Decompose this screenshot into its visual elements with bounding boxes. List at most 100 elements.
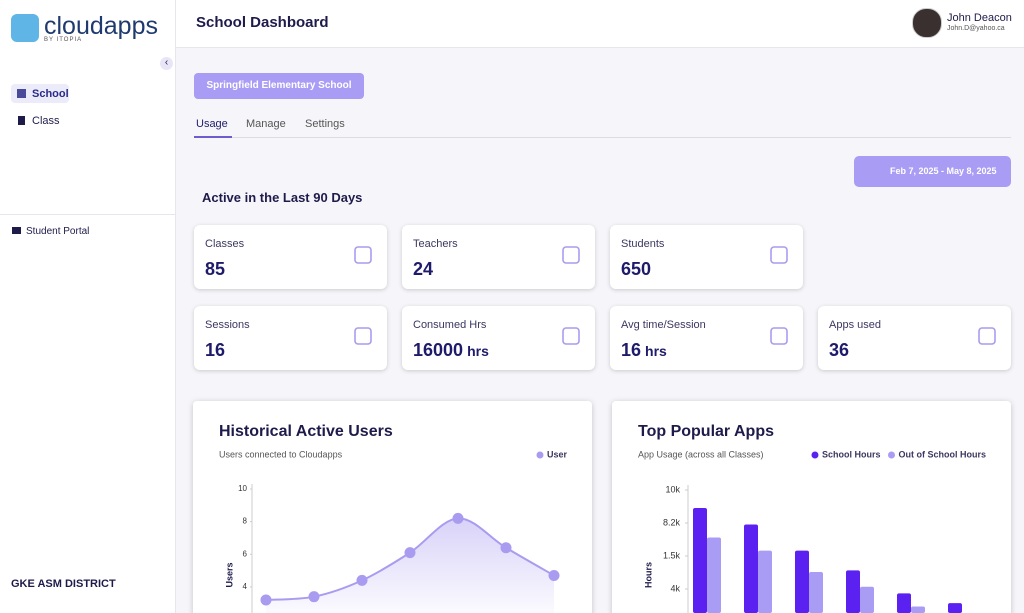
area (266, 518, 554, 613)
bar (744, 524, 758, 613)
stat-value: 16000 hrs (413, 340, 489, 360)
tab-underline (194, 136, 232, 138)
stat-value: 650 (621, 259, 652, 279)
class-icon (18, 116, 25, 125)
y-axis-label: Users (224, 562, 234, 587)
legend-label: Out of School Hours (899, 449, 987, 459)
y-tick-label: 6 (243, 549, 248, 558)
point (308, 591, 320, 603)
chart-subtitle: App Usage (across all Classes) (638, 449, 764, 459)
stat-value: 16 hrs (621, 340, 667, 360)
stat-icon (978, 327, 996, 345)
bar (758, 550, 772, 613)
chart-title: Top Popular Apps (638, 423, 774, 440)
sidebar: cloudapps BY ITOPIA ‹ School Class Stude… (0, 0, 176, 613)
stat-card: Consumed Hrs 16000 hrs (402, 306, 595, 370)
legend-label: User (547, 449, 568, 459)
y-tick-label: 10 (238, 484, 247, 493)
bar (846, 570, 860, 613)
stat-card: Classes 85 (194, 225, 387, 289)
y-tick-label: 8.2k (663, 517, 681, 527)
district-selector[interactable]: GKE ASM DISTRICT (11, 578, 116, 590)
logo-icon (11, 14, 39, 42)
collapse-button[interactable]: ‹ (160, 57, 173, 70)
stat-label: Consumed Hrs (413, 319, 487, 331)
y-tick-label: 4 (243, 582, 248, 591)
portal-icon (12, 227, 21, 234)
stat-icon (354, 246, 372, 264)
stat-label: Avg time/Session (621, 319, 706, 331)
school-name: Springfield Elementary School (206, 80, 352, 91)
stat-card: Sessions 16 (194, 306, 387, 370)
point (260, 594, 272, 606)
page-title: School Dashboard (196, 14, 329, 31)
stat-value: 85 (205, 259, 226, 279)
point (548, 569, 560, 581)
bar (911, 606, 925, 613)
brand-tagline: BY ITOPIA (44, 37, 83, 43)
stat-value: 36 (829, 340, 850, 360)
y-axis-label: Hours (643, 562, 653, 588)
bar (860, 586, 874, 613)
y-tick-label: 1.5k (663, 550, 681, 560)
avatar[interactable] (912, 8, 942, 38)
header: School Dashboard John Deacon John.D@yaho… (176, 0, 1024, 48)
legend-marker (811, 451, 819, 459)
date-range: Feb 7, 2025 - May 8, 2025 (890, 166, 997, 176)
chart-subtitle: Users connected to Cloudapps (219, 449, 343, 459)
stat-label: Sessions (205, 319, 250, 331)
stat-card: Teachers 24 (402, 225, 595, 289)
school-button[interactable]: Springfield Elementary School (194, 73, 364, 99)
user-email: John.D@yahoo.ca (947, 25, 1005, 32)
bar (795, 550, 809, 613)
point (404, 547, 416, 559)
bar (897, 593, 911, 613)
nav-item[interactable]: School (32, 88, 69, 100)
bar (948, 603, 962, 613)
point (500, 542, 512, 554)
stat-unit: hrs (645, 343, 667, 359)
section-title: Active in the Last 90 Days (202, 190, 363, 205)
stat-label: Students (621, 238, 665, 250)
y-tick-label: 10k (665, 484, 680, 494)
divider (0, 214, 175, 215)
date-range-button[interactable]: Feb 7, 2025 - May 8, 2025 (854, 156, 1011, 187)
legend-marker (536, 451, 544, 459)
point (452, 512, 464, 524)
stat-label: Apps used (829, 319, 881, 331)
school-icon (17, 89, 26, 98)
stat-icon (562, 327, 580, 345)
legend-marker (888, 451, 895, 459)
nav-item[interactable]: Class (32, 115, 60, 127)
stat-unit: hrs (467, 343, 489, 359)
stat-card: Apps used 36 (818, 306, 1011, 370)
bar (693, 508, 707, 613)
tabs-divider (194, 137, 1011, 138)
stat-label: Classes (205, 238, 245, 250)
y-tick-label: 8 (243, 517, 248, 526)
user-name: John Deacon (947, 12, 1012, 24)
stat-icon (770, 246, 788, 264)
stat-card: Avg time/Session 16 hrs (610, 306, 803, 370)
tab[interactable]: Settings (305, 118, 345, 130)
nav-active-bg (11, 84, 69, 103)
y-tick-label: 4k (670, 583, 680, 593)
bar (707, 537, 721, 613)
bar (809, 572, 823, 613)
point (356, 574, 368, 586)
tab[interactable]: Usage (196, 118, 228, 130)
stat-icon (354, 327, 372, 345)
stat-card: Students 650 (610, 225, 803, 289)
stat-icon (562, 246, 580, 264)
stat-value: 24 (413, 259, 434, 279)
chart-title: Historical Active Users (219, 423, 393, 440)
stat-value: 16 (205, 340, 226, 360)
tab[interactable]: Manage (246, 118, 286, 130)
brand-name: cloudapps (44, 12, 158, 40)
stat-label: Teachers (413, 238, 458, 250)
stat-icon (770, 327, 788, 345)
student-portal-link[interactable]: Student Portal (26, 226, 90, 237)
legend-label: School Hours (822, 449, 881, 459)
